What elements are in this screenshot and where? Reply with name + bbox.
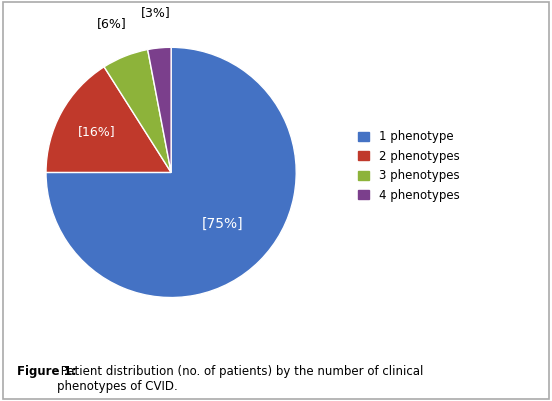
Text: [6%]: [6%] bbox=[97, 17, 127, 30]
Text: Figure 1:: Figure 1: bbox=[17, 365, 76, 378]
Wedge shape bbox=[46, 47, 296, 298]
Legend: 1 phenotype, 2 phenotypes, 3 phenotypes, 4 phenotypes: 1 phenotype, 2 phenotypes, 3 phenotypes,… bbox=[358, 130, 459, 202]
Wedge shape bbox=[46, 67, 171, 172]
Wedge shape bbox=[148, 47, 171, 172]
Text: [16%]: [16%] bbox=[78, 125, 115, 138]
Text: [3%]: [3%] bbox=[141, 6, 171, 20]
Wedge shape bbox=[104, 50, 171, 172]
Text: Patient distribution (no. of patients) by the number of clinical
phenotypes of C: Patient distribution (no. of patients) b… bbox=[57, 365, 423, 393]
Text: [75%]: [75%] bbox=[201, 217, 243, 231]
